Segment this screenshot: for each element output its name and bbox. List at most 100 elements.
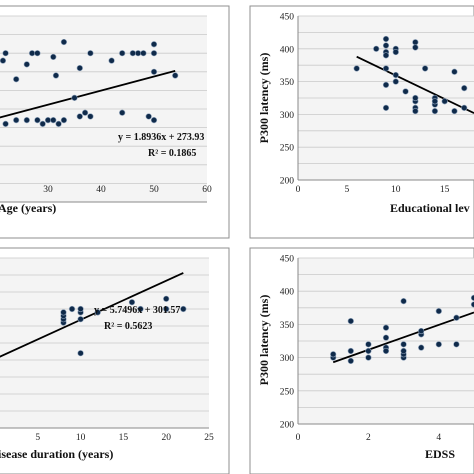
data-point — [412, 94, 419, 102]
data-point — [431, 98, 438, 105]
data-point — [108, 57, 115, 64]
x-tick-label: 60 — [202, 185, 212, 195]
data-point — [76, 113, 83, 120]
data-point — [60, 117, 68, 124]
trend-line — [356, 55, 474, 114]
data-point — [87, 113, 94, 120]
data-point — [94, 309, 101, 316]
data-point — [412, 44, 419, 51]
data-point — [0, 57, 7, 64]
data-point — [365, 341, 372, 348]
data-point — [382, 104, 390, 111]
data-point — [137, 305, 144, 313]
y-tick-label: 300 — [280, 111, 295, 121]
y-tick-label: 400 — [280, 288, 295, 298]
x-tick-label: 10 — [391, 185, 401, 195]
data-point — [373, 45, 380, 52]
data-point — [23, 61, 30, 68]
chart-panel-2: 0 5 10 15 200 250 300 350 400 450 Educational lev P… — [249, 5, 474, 239]
x-tick-label: 40 — [96, 185, 106, 195]
data-point — [39, 120, 46, 127]
data-point — [87, 50, 94, 57]
data-point — [400, 347, 407, 355]
data-point — [392, 78, 399, 85]
data-point — [23, 117, 30, 124]
data-point — [470, 301, 474, 308]
data-point — [163, 295, 170, 302]
data-point — [365, 354, 372, 361]
data-point — [400, 298, 407, 305]
data-point — [392, 71, 399, 79]
data-point — [382, 81, 390, 88]
data-point — [365, 347, 372, 355]
data-point — [128, 299, 136, 306]
data-point — [119, 109, 126, 116]
data-point — [28, 50, 36, 57]
data-point — [422, 65, 429, 72]
chart-panel-4: 0 2 4 200 250 300 350 400 450 EDSS P300 latency (m… — [249, 247, 474, 474]
data-point — [150, 50, 158, 57]
y-tick-label: 350 — [280, 321, 295, 331]
y-tick-label: 450 — [280, 255, 295, 265]
data-point — [470, 294, 474, 301]
data-point — [461, 104, 468, 111]
data-point — [441, 98, 448, 105]
data-point — [431, 108, 438, 115]
data-point — [150, 117, 158, 124]
data-point — [81, 109, 89, 116]
trend-line — [0, 70, 176, 119]
chart-panel-1: 30 40 50 60 Age (years) y = 1.8936x + 273.93 R… — [0, 5, 230, 239]
x-tick-label: 5 — [35, 433, 40, 443]
data-point — [163, 305, 170, 313]
data-point — [71, 94, 78, 101]
trend-line — [332, 311, 474, 364]
trend-equation: y = 1.8936x + 273.93 — [118, 132, 204, 143]
r-squared: R² = 0.5623 — [104, 321, 152, 332]
data-point — [180, 305, 187, 313]
x-tick-label: 5 — [345, 185, 350, 195]
data-point — [451, 108, 458, 115]
data-point — [402, 88, 409, 95]
data-point — [119, 50, 126, 57]
y-tick-label: 200 — [280, 177, 295, 187]
data-point — [60, 38, 68, 46]
data-point — [353, 65, 360, 72]
trend-line — [0, 272, 184, 358]
data-point — [400, 341, 407, 348]
r-squared: R² = 0.1865 — [148, 148, 196, 159]
x-tick-label: 0 — [296, 433, 301, 443]
data-point — [44, 117, 52, 124]
data-point — [135, 50, 142, 57]
data-point — [347, 317, 354, 325]
data-point — [435, 308, 442, 315]
data-point — [347, 357, 354, 365]
data-point — [382, 52, 390, 59]
y-tick-label: 250 — [280, 387, 295, 397]
data-point — [392, 48, 399, 56]
data-point — [412, 108, 419, 115]
y-tick-label: 300 — [280, 354, 295, 364]
x-axis-label: EDSS — [425, 447, 455, 461]
data-point — [453, 341, 460, 348]
x-tick-label: 4 — [436, 433, 441, 443]
x-tick-label: 25 — [204, 433, 214, 443]
data-point — [52, 72, 60, 79]
x-axis-label: isease duration (years) — [0, 447, 113, 461]
data-point — [55, 120, 62, 127]
data-point — [382, 347, 390, 355]
x-tick-label: 20 — [161, 433, 171, 443]
data-point — [435, 341, 442, 348]
data-point — [60, 309, 67, 316]
x-tick-label: 15 — [440, 185, 450, 195]
data-point — [382, 324, 390, 331]
data-point — [451, 68, 458, 75]
data-point — [418, 344, 425, 351]
data-point — [68, 305, 76, 313]
x-tick-label: 15 — [119, 433, 129, 443]
y-tick-label: 400 — [280, 45, 295, 55]
data-point — [382, 35, 390, 43]
data-point — [2, 50, 9, 57]
data-point — [34, 50, 41, 57]
data-point — [13, 76, 20, 83]
